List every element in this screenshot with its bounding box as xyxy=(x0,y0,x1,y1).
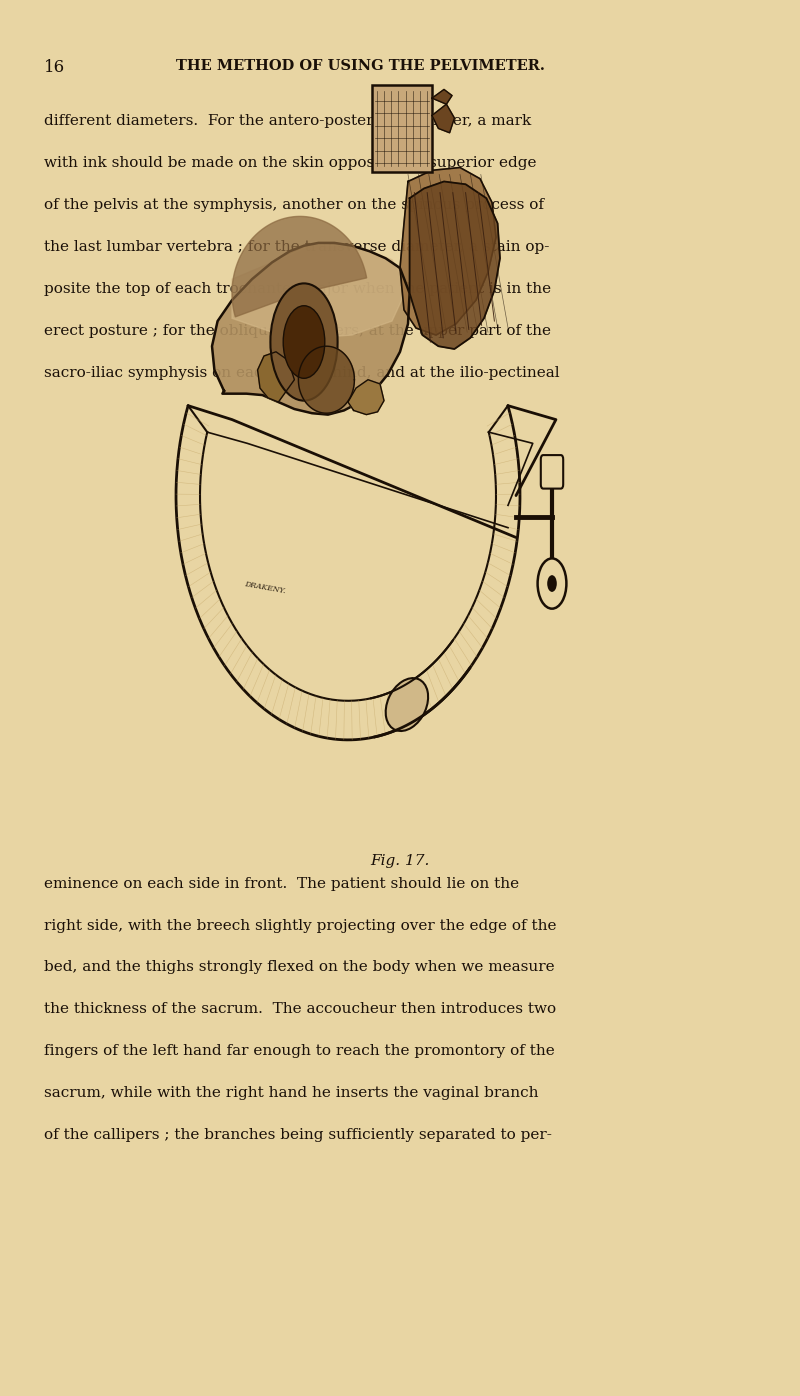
Polygon shape xyxy=(432,105,454,133)
Polygon shape xyxy=(348,380,384,415)
Text: the last lumbar vertebra ; for the transverse diameter, a stain op-: the last lumbar vertebra ; for the trans… xyxy=(44,240,550,254)
Polygon shape xyxy=(410,181,500,349)
Circle shape xyxy=(538,558,566,609)
Polygon shape xyxy=(432,89,452,105)
Circle shape xyxy=(283,306,325,378)
Text: DRAKENY.: DRAKENY. xyxy=(244,581,286,595)
Text: fingers of the left hand far enough to reach the promontory of the: fingers of the left hand far enough to r… xyxy=(44,1044,554,1058)
FancyBboxPatch shape xyxy=(541,455,563,489)
Text: with ink should be made on the skin opposite the superior edge: with ink should be made on the skin oppo… xyxy=(44,156,537,170)
Ellipse shape xyxy=(386,678,428,732)
Text: sacro-iliac symphysis on each side behind, and at the ilio-pectineal: sacro-iliac symphysis on each side behin… xyxy=(44,366,560,380)
Text: erect posture ; for the oblique diameters, at the upper part of the: erect posture ; for the oblique diameter… xyxy=(44,324,551,338)
Polygon shape xyxy=(400,168,496,335)
Text: bed, and the thighs strongly flexed on the body when we measure: bed, and the thighs strongly flexed on t… xyxy=(44,960,554,974)
Polygon shape xyxy=(258,352,294,402)
Text: eminence on each side in front.  The patient should lie on the: eminence on each side in front. The pati… xyxy=(44,877,519,891)
Text: sacrum, while with the right hand he inserts the vaginal branch: sacrum, while with the right hand he ins… xyxy=(44,1086,538,1100)
Polygon shape xyxy=(212,243,410,415)
Circle shape xyxy=(270,283,338,401)
Text: of the callipers ; the branches being sufficiently separated to per-: of the callipers ; the branches being su… xyxy=(44,1128,552,1142)
Circle shape xyxy=(547,575,557,592)
Polygon shape xyxy=(232,216,366,317)
Text: the thickness of the sacrum.  The accoucheur then introduces two: the thickness of the sacrum. The accouch… xyxy=(44,1002,556,1016)
Text: posite the top of each trochanter major when the patient is in the: posite the top of each trochanter major … xyxy=(44,282,551,296)
Text: 16: 16 xyxy=(44,59,65,75)
Polygon shape xyxy=(298,346,354,413)
Text: right side, with the breech slightly projecting over the edge of the: right side, with the breech slightly pro… xyxy=(44,919,557,933)
Polygon shape xyxy=(232,244,408,338)
Text: THE METHOD OF USING THE PELVIMETER.: THE METHOD OF USING THE PELVIMETER. xyxy=(176,59,545,73)
FancyBboxPatch shape xyxy=(372,85,432,172)
Text: of the pelvis at the symphysis, another on the spinous process of: of the pelvis at the symphysis, another … xyxy=(44,198,544,212)
Text: different diameters.  For the antero-posterior diameter, a mark: different diameters. For the antero-post… xyxy=(44,114,531,128)
Text: Fig. 17.: Fig. 17. xyxy=(370,854,430,868)
